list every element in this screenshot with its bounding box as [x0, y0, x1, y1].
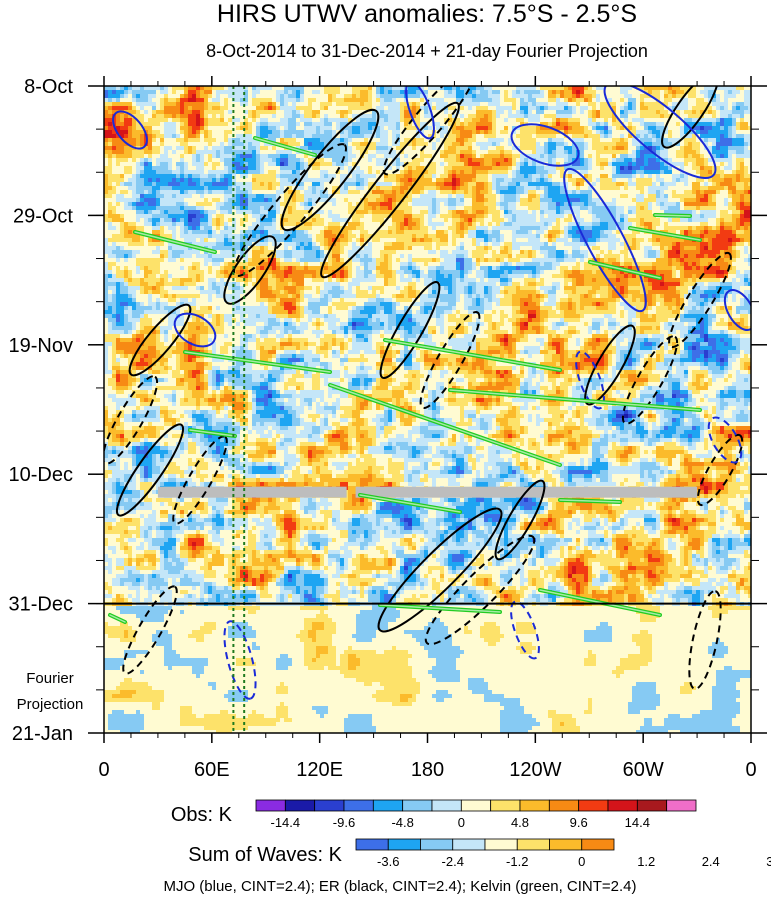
plot-area: [104, 86, 751, 733]
missing-data-band: [157, 486, 347, 498]
er-contour: [382, 86, 478, 176]
waves-colorbar: -3.6 -2.4 -1.2 0 1.2 2.4 3.6: [355, 838, 771, 869]
colorbar-swatch: [549, 838, 583, 851]
er-contour: [584, 324, 636, 406]
colorbar-swatch: [284, 799, 316, 812]
er-contour: [696, 433, 744, 507]
chart-title: HIRS UTWV anomalies: 7.5°S - 2.5°S: [217, 0, 637, 28]
chart-subtitle: 8-Oct-2014 to 31-Dec-2014 + 21-day Fouri…: [206, 41, 648, 61]
colorbar-swatch: [314, 799, 345, 812]
colorbar-swatch: [578, 799, 609, 812]
colorbar-swatch: [255, 799, 286, 812]
waves-colorbar-label: Sum of Waves: K: [188, 844, 342, 866]
colorbar-tick-label: -2.4: [442, 854, 464, 869]
wave-contours: [104, 86, 751, 700]
overlay-lines: [104, 86, 751, 733]
colorbar-swatch: [519, 799, 550, 812]
colorbar-tick-label: 9.6: [570, 815, 588, 830]
colorbar-swatch: [387, 838, 421, 851]
mjo-contour: [510, 123, 580, 167]
y-tick-label: 21-Jan: [12, 723, 73, 745]
y-tick-label: 31-Dec: [9, 594, 73, 616]
er-contour: [122, 585, 178, 675]
x-tick-label: 0: [745, 759, 756, 781]
er-contour: [494, 479, 546, 561]
mjo-contour: [112, 110, 148, 150]
axes: 0 60E 120E 180 120W 60W 0 8-Oct 29-Oct 19-Nov 10-D…: [9, 76, 767, 781]
colorbar-tick-label: -3.6: [377, 854, 399, 869]
er-contour: [104, 375, 159, 465]
er-contour: [668, 251, 732, 349]
colorbar-swatch: [548, 799, 580, 812]
er-contour: [419, 310, 481, 410]
x-tick-label: 60W: [623, 759, 664, 781]
x-tick-label: 180: [411, 759, 444, 781]
projection-label-line1: Fourier: [26, 670, 74, 687]
obs-colorbar: -14.4 -9.6 -4.8 0 4.8 9.6 14.4: [255, 799, 697, 830]
er-contour: [280, 108, 380, 232]
mjo-contour: [603, 86, 717, 180]
colorbar-swatch: [581, 838, 615, 851]
colorbar-tick-label: 14.4: [625, 815, 650, 830]
contour-legend: MJO (blue, CINT=2.4); ER (black, CINT=2.…: [163, 878, 636, 895]
er-contour: [115, 423, 185, 517]
x-tick-label: 120E: [296, 759, 343, 781]
y-tick-label: 8-Oct: [24, 76, 73, 98]
x-tick-label: 120W: [509, 759, 561, 781]
colorbar-swatch: [636, 799, 668, 812]
x-tick-label: 60E: [194, 759, 230, 781]
y-tick-label: 29-Oct: [13, 205, 73, 227]
colorbar-swatch: [460, 799, 492, 812]
colorbar-swatch: [420, 838, 454, 851]
colorbar-swatch: [666, 799, 697, 812]
mjo-contour: [223, 620, 257, 700]
colorbar-swatch: [452, 838, 486, 851]
y-tick-label: 10-Dec: [9, 464, 73, 486]
colorbar-tick-label: 0: [578, 854, 585, 869]
er-contour: [688, 590, 722, 690]
mjo-contour: [405, 86, 435, 140]
er-contour: [424, 534, 536, 646]
colorbar-swatch: [431, 799, 462, 812]
colorbar-swatch: [607, 799, 638, 812]
colorbar-tick-label: -14.4: [271, 815, 301, 830]
colorbar-swatch: [516, 838, 550, 851]
er-contour: [320, 101, 460, 279]
mjo-contour: [510, 600, 540, 660]
colorbar-tick-label: 0: [458, 815, 465, 830]
x-tick-label: 0: [98, 759, 109, 781]
colorbar-swatch: [372, 799, 404, 812]
mjo-contour: [173, 312, 217, 348]
anomaly-heatmap: [104, 86, 751, 733]
colorbar-tick-label: 2.4: [702, 854, 720, 869]
colorbar-tick-label: 3.6: [766, 854, 771, 869]
er-contour: [377, 507, 503, 633]
mjo-contour: [575, 350, 605, 410]
colorbar-tick-label: 4.8: [511, 815, 529, 830]
obs-colorbar-label: Obs: K: [171, 804, 233, 826]
colorbar-swatch: [355, 838, 389, 851]
colorbar-tick-label: -1.2: [506, 854, 528, 869]
projection-label-line2: Projection: [17, 696, 84, 713]
y-tick-label: 19-Nov: [9, 335, 73, 357]
er-contour: [172, 435, 228, 525]
er-contour: [621, 335, 679, 425]
er-contour: [223, 235, 277, 305]
colorbar-swatch: [490, 799, 521, 812]
colorbar-tick-label: 1.2: [637, 854, 655, 869]
colorbar-tick-label: -4.8: [391, 815, 413, 830]
er-contour: [379, 280, 441, 380]
colorbar-swatch: [484, 838, 518, 851]
mjo-contour: [707, 416, 743, 464]
er-contour: [128, 303, 192, 377]
er-contour: [661, 86, 719, 149]
mjo-contour: [563, 167, 647, 313]
colorbar-tick-label: -9.6: [333, 815, 355, 830]
colorbar-swatch: [343, 799, 374, 812]
colorbar-swatch: [402, 799, 433, 812]
